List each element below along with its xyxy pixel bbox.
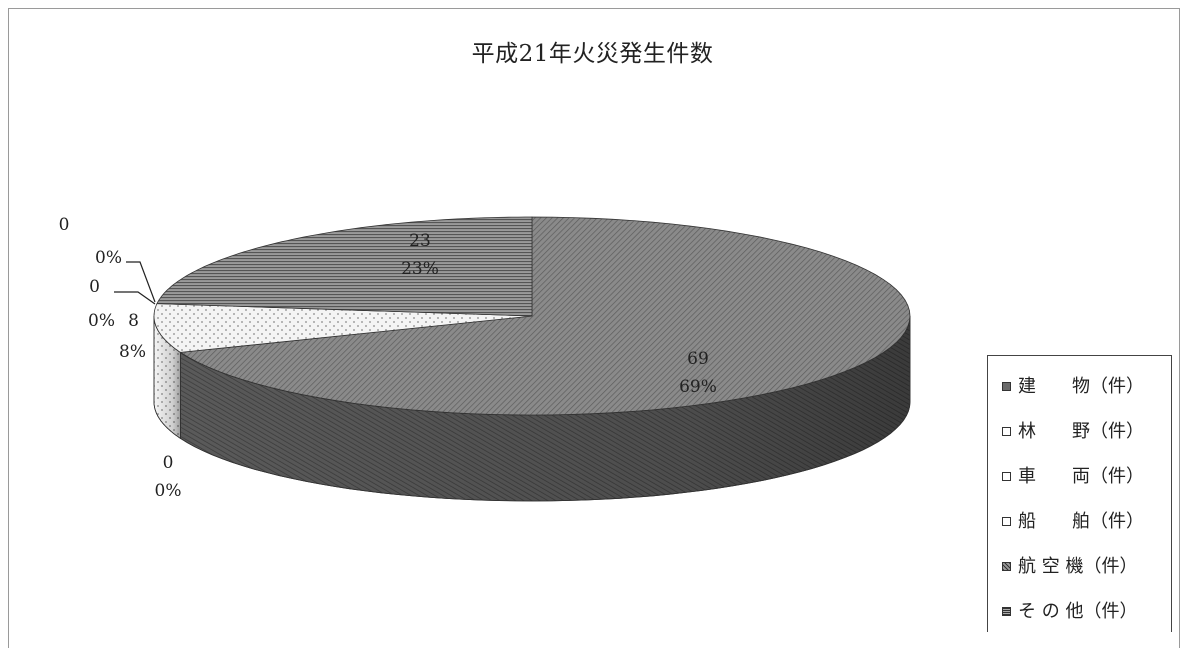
- legend-item-aircraft: 航 空 機（件）: [1002, 555, 1162, 579]
- data-label-value-vehicle: 0: [163, 453, 174, 473]
- legend-label-vehicle: 車 両（件）: [1018, 466, 1144, 487]
- legend-label-aircraft: 航 空 機（件）: [1018, 556, 1138, 577]
- leader-line-ship: [114, 291, 156, 305]
- legend-label-ship: 船 舶（件）: [1018, 511, 1144, 532]
- data-label-value-forest: 8: [128, 311, 139, 331]
- data-label-value-building: 69: [687, 349, 709, 369]
- legend-item-other: そ の 他（件）: [1002, 600, 1162, 624]
- data-label-value-other: 23: [409, 231, 431, 251]
- data-label-value-ship: 0: [89, 277, 100, 297]
- data-label-percent-building: 69%: [679, 377, 717, 397]
- data-label-percent-ship: 0%: [88, 311, 115, 331]
- pie-slice-building: [179, 216, 911, 416]
- legend-label-other: そ の 他（件）: [1018, 601, 1138, 622]
- chart-title: 平成21年火災発生件数: [471, 41, 714, 67]
- legend-swatch-aircraft: [1002, 562, 1011, 571]
- chart-legend: 建 物（件） 林 野（件） 車 両（件） 船 舶（件） 航 空 機（件） そ の…: [987, 355, 1172, 632]
- legend-swatch-other: [1002, 607, 1011, 616]
- legend-item-vehicle: 車 両（件）: [1002, 465, 1162, 489]
- legend-item-ship: 船 舶（件）: [1002, 510, 1162, 534]
- legend-label-building: 建 物（件）: [1018, 376, 1144, 397]
- data-label-value-aircraft: 0: [59, 215, 70, 235]
- chart-area: [8, 8, 1180, 648]
- pie-slice-other: [156, 216, 533, 317]
- pie-slice-forest: [153, 303, 533, 353]
- legend-swatch-forest: [1002, 427, 1011, 436]
- data-label-percent-forest: 8%: [119, 342, 146, 362]
- legend-label-forest: 林 野（件）: [1018, 421, 1144, 442]
- legend-swatch-ship: [1002, 517, 1011, 526]
- data-label-percent-other: 23%: [401, 259, 439, 279]
- legend-item-forest: 林 野（件）: [1002, 420, 1162, 444]
- legend-swatch-vehicle: [1002, 472, 1011, 481]
- data-label-percent-aircraft: 0%: [95, 248, 122, 268]
- legend-swatch-building: [1002, 382, 1011, 391]
- legend-item-building: 建 物（件）: [1002, 375, 1162, 399]
- leader-line-aircraft: [126, 261, 156, 303]
- data-label-percent-vehicle: 0%: [155, 481, 182, 501]
